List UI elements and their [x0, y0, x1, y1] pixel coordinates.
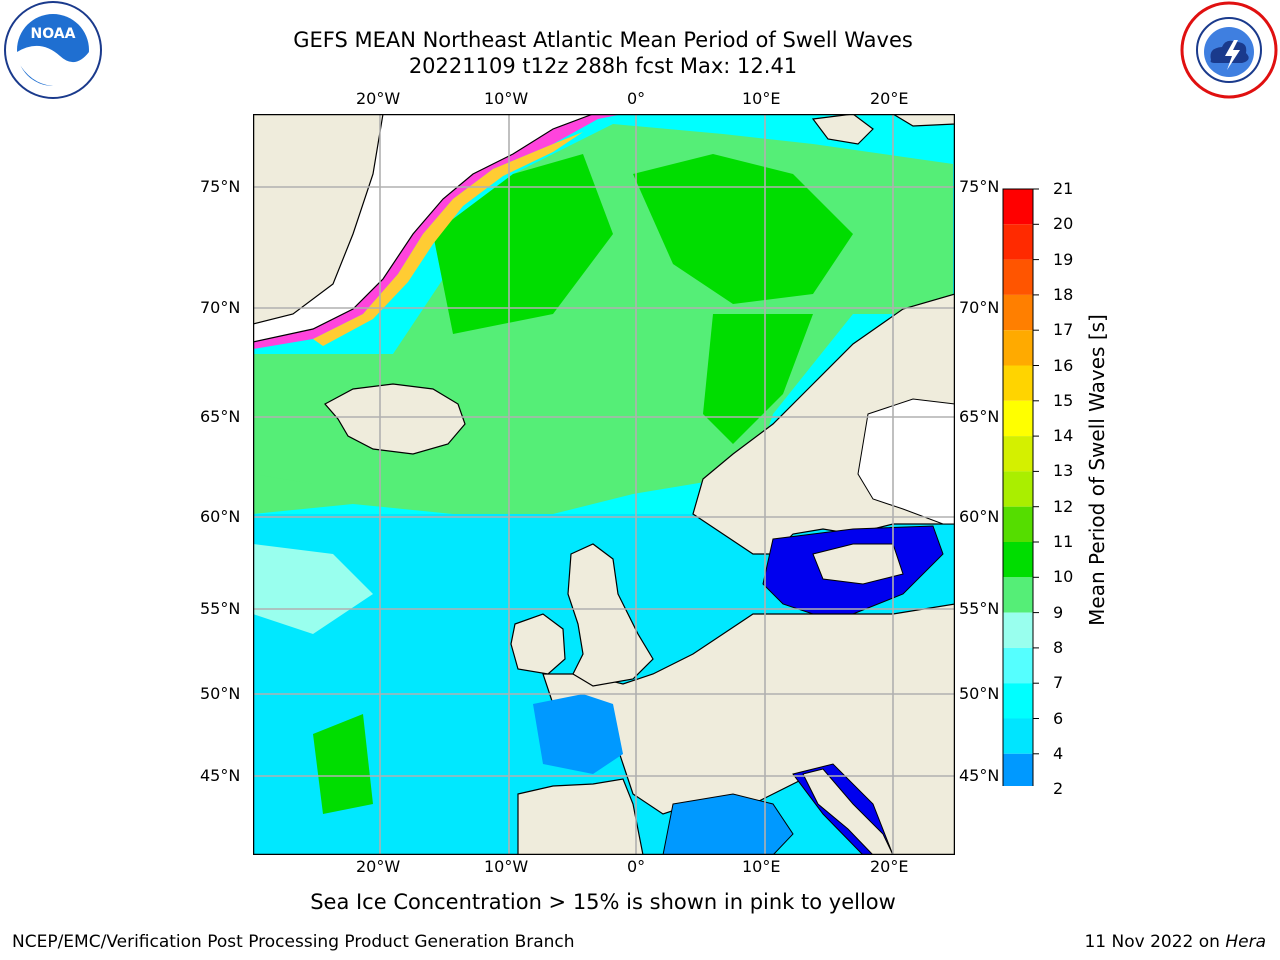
footer-date-text: 11 Nov 2022 on [1084, 932, 1226, 952]
lat-label-right: 70°N [959, 298, 1000, 317]
colorbar-title: Mean Period of Swell Waves [s] [1085, 314, 1109, 626]
lat-label-left: 45°N [200, 766, 241, 785]
lat-label-right: 45°N [959, 766, 1000, 785]
colorbar-tick-label: 18 [1053, 284, 1074, 304]
colorbar-segment [1003, 400, 1033, 437]
colorbar-segment [1003, 471, 1033, 507]
colorbar-tick-label: 15 [1053, 390, 1074, 410]
map-gridlines [253, 114, 955, 855]
colorbar-segment [1003, 683, 1033, 719]
colorbar-segment [1003, 647, 1033, 684]
colorbar-tick-label: 12 [1053, 496, 1074, 516]
colorbar-segment [1003, 436, 1033, 472]
lon-label-bottom: 20°W [356, 857, 401, 876]
footer-branch: NCEP/EMC/Verification Post Processing Pr… [12, 932, 575, 952]
colorbar [1002, 188, 1039, 786]
colorbar-tick-label: 8 [1053, 637, 1064, 657]
lon-label-top: 20°E [870, 89, 909, 108]
lon-label-bottom: 10°W [484, 857, 529, 876]
colorbar-segment [1003, 612, 1033, 648]
colorbar-tick-label: 11 [1053, 532, 1074, 551]
colorbar-tick-label: 21 [1053, 179, 1074, 198]
colorbar-tick-label: 9 [1053, 602, 1064, 622]
colorbar-segment [1003, 542, 1033, 578]
lat-label-right: 50°N [959, 684, 1000, 703]
colorbar-tick-label: 2 [1053, 779, 1064, 799]
lat-label-right: 75°N [959, 177, 1000, 196]
chart-title: GEFS MEAN Northeast Atlantic Mean Period… [293, 28, 913, 52]
lon-label-bottom: 10°E [742, 857, 781, 876]
colorbar-tick-label: 10 [1053, 567, 1074, 587]
colorbar-tick-label: 7 [1053, 673, 1064, 693]
lat-label-left: 65°N [200, 407, 241, 426]
iberia [517, 778, 644, 855]
mediterranean [662, 793, 794, 855]
colorbar-segment [1003, 294, 1033, 331]
footer-date: 11 Nov 2022 on Hera [1084, 932, 1266, 952]
colorbar-segment [1003, 506, 1033, 542]
colorbar-segment [1003, 753, 1033, 786]
colorbar-segment [1003, 330, 1033, 366]
lat-label-right: 60°N [959, 507, 1000, 526]
noaa-logo: NOAA [4, 1, 102, 99]
colorbar-tick-label: 13 [1053, 461, 1074, 481]
great-britain [567, 543, 654, 687]
lat-label-left: 55°N [200, 599, 241, 618]
lon-label-top: 20°W [356, 89, 401, 108]
lon-label-bottom: 20°E [870, 857, 909, 876]
lat-label-left: 75°N [200, 177, 241, 196]
colorbar-segment [1003, 259, 1033, 295]
colorbar-tick-label: 19 [1053, 249, 1074, 269]
footer-machine: Hera [1225, 932, 1266, 952]
colorbar-tick-label: 16 [1053, 355, 1074, 375]
colorbar-tick-label: 6 [1053, 708, 1064, 728]
nws-logo [1180, 1, 1278, 99]
noaa-logo-text: NOAA [31, 26, 76, 42]
colorbar-tick-label: 17 [1053, 320, 1074, 340]
colorbar-tick-label: 20 [1053, 214, 1074, 234]
lat-label-left: 70°N [200, 298, 241, 317]
colorbar-segment [1003, 577, 1033, 613]
colorbar-segment [1003, 189, 1033, 225]
ireland [510, 613, 566, 675]
chart-subtitle: 20221109 t12z 288h fcst Max: 12.41 [408, 54, 798, 78]
colorbar-tick-label: 4 [1053, 743, 1064, 763]
lat-label-left: 60°N [200, 507, 241, 526]
iceland [324, 383, 466, 455]
colorbar-tick-label: 14 [1053, 426, 1074, 446]
colorbar-segment [1003, 365, 1033, 401]
colorbar-segment [1003, 224, 1033, 260]
lon-label-top: 10°W [484, 89, 529, 108]
lon-label-top: 10°E [742, 89, 781, 108]
lon-label-bottom: 0° [627, 857, 646, 876]
lat-label-right: 55°N [959, 599, 1000, 618]
sea-ice-note: Sea Ice Concentration > 15% is shown in … [310, 890, 896, 914]
lat-label-right: 65°N [959, 407, 1000, 426]
lon-label-top: 0° [627, 89, 646, 108]
gulf-of-bothnia [857, 398, 955, 525]
swell-period-map [253, 114, 955, 855]
lat-label-left: 50°N [200, 684, 241, 703]
colorbar-segment [1003, 718, 1033, 754]
